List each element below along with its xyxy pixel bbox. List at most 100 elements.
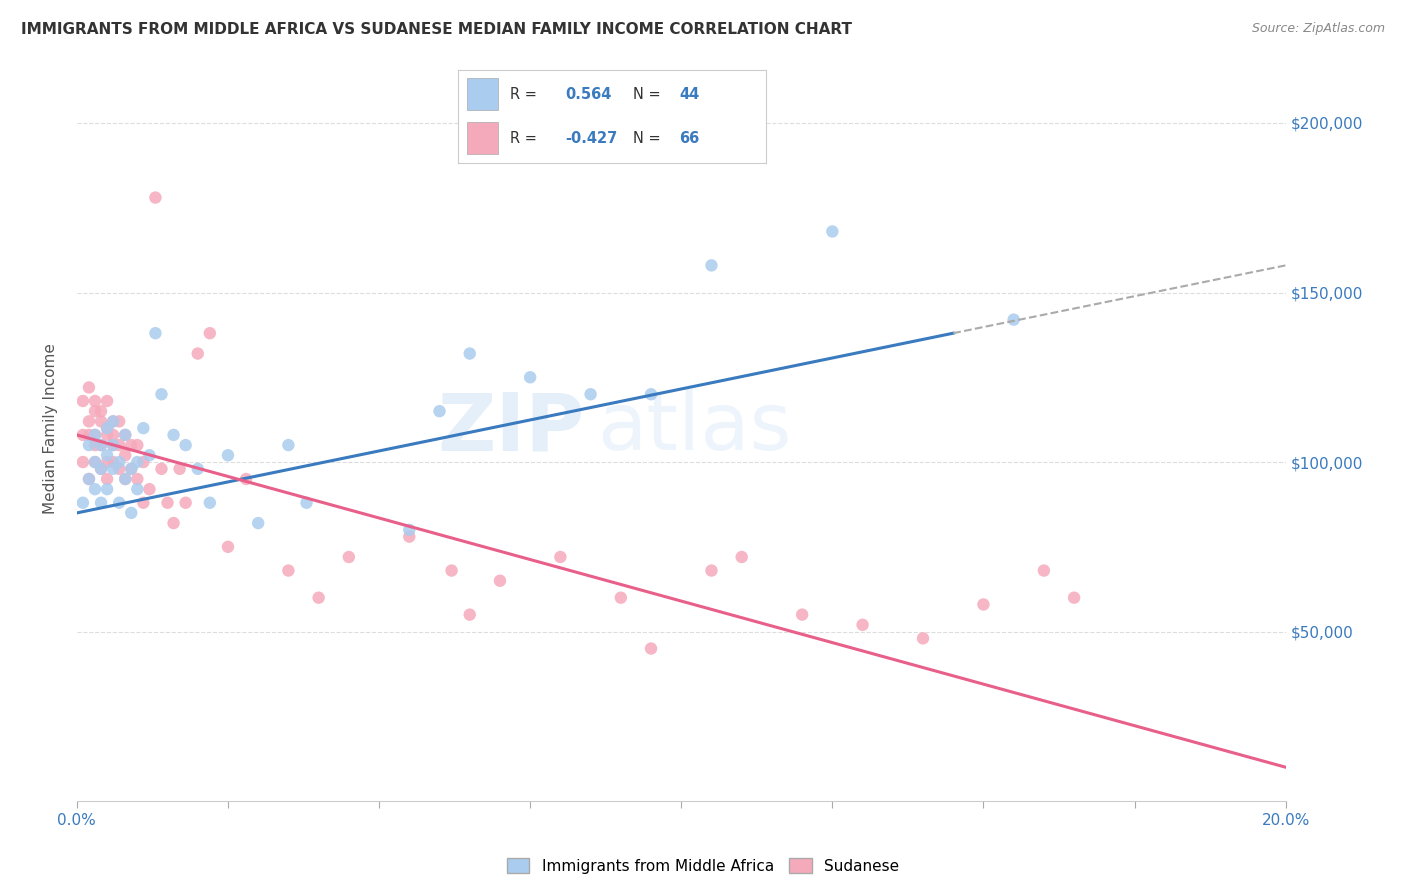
Point — [84, 455, 107, 469]
Text: ZIP: ZIP — [437, 389, 585, 467]
Point — [96, 394, 118, 409]
Point — [77, 472, 100, 486]
Point — [187, 346, 209, 360]
Point — [101, 438, 124, 452]
Point — [108, 462, 131, 476]
Point — [458, 607, 481, 622]
Point — [90, 438, 112, 452]
Point — [295, 496, 318, 510]
Text: Source: ZipAtlas.com: Source: ZipAtlas.com — [1251, 22, 1385, 36]
Point — [174, 496, 197, 510]
Point — [145, 190, 167, 204]
Point — [610, 591, 633, 605]
Point — [138, 482, 160, 496]
Point — [84, 455, 107, 469]
Point — [114, 428, 136, 442]
Point — [77, 380, 100, 394]
Point — [150, 387, 173, 401]
Point — [101, 462, 124, 476]
Point — [108, 414, 131, 428]
Point — [84, 482, 107, 496]
Point — [198, 326, 221, 341]
Point — [792, 607, 814, 622]
Point — [247, 516, 270, 530]
Point — [96, 482, 118, 496]
Point — [489, 574, 512, 588]
Point — [84, 404, 107, 418]
Point — [132, 421, 155, 435]
Point — [700, 259, 723, 273]
Point — [114, 472, 136, 486]
Point — [90, 462, 112, 476]
Point — [138, 448, 160, 462]
Point — [308, 591, 330, 605]
Point — [114, 428, 136, 442]
Point — [519, 370, 541, 384]
Point — [101, 428, 124, 442]
Point — [458, 346, 481, 360]
Point — [77, 438, 100, 452]
Point — [96, 428, 118, 442]
Point — [96, 448, 118, 462]
Point — [72, 394, 94, 409]
Point — [150, 462, 173, 476]
Point — [101, 455, 124, 469]
Point — [187, 462, 209, 476]
Point — [72, 496, 94, 510]
Point — [972, 598, 994, 612]
Point — [731, 549, 754, 564]
Point — [277, 438, 299, 452]
Point — [72, 428, 94, 442]
Point — [77, 428, 100, 442]
Point — [235, 472, 257, 486]
Point — [550, 549, 572, 564]
Point — [96, 472, 118, 486]
Point — [640, 641, 662, 656]
Point — [101, 438, 124, 452]
Point — [217, 448, 239, 462]
Point — [429, 404, 451, 418]
Point — [72, 455, 94, 469]
Point — [101, 414, 124, 428]
Point — [700, 564, 723, 578]
Text: atlas: atlas — [596, 389, 792, 467]
Point — [114, 448, 136, 462]
Point — [440, 564, 463, 578]
Point — [1063, 591, 1085, 605]
Point — [108, 438, 131, 452]
Point — [337, 549, 360, 564]
Point — [277, 564, 299, 578]
Point — [398, 523, 420, 537]
Point — [84, 428, 107, 442]
Point — [132, 455, 155, 469]
Point — [821, 224, 844, 238]
Point — [120, 462, 142, 476]
Point — [108, 455, 131, 469]
Point — [120, 438, 142, 452]
Point — [217, 540, 239, 554]
Point — [84, 438, 107, 452]
Point — [851, 617, 873, 632]
Point — [114, 472, 136, 486]
Point — [911, 632, 934, 646]
Point — [174, 438, 197, 452]
Point — [90, 404, 112, 418]
Point — [96, 421, 118, 435]
Text: IMMIGRANTS FROM MIDDLE AFRICA VS SUDANESE MEDIAN FAMILY INCOME CORRELATION CHART: IMMIGRANTS FROM MIDDLE AFRICA VS SUDANES… — [21, 22, 852, 37]
Point — [127, 438, 149, 452]
Legend: Immigrants from Middle Africa, Sudanese: Immigrants from Middle Africa, Sudanese — [501, 852, 905, 880]
Point — [156, 496, 179, 510]
Point — [127, 455, 149, 469]
Point — [127, 482, 149, 496]
Point — [162, 428, 184, 442]
Point — [77, 414, 100, 428]
Point — [1002, 312, 1025, 326]
Point — [96, 455, 118, 469]
Point — [120, 506, 142, 520]
Point — [108, 496, 131, 510]
Point — [120, 462, 142, 476]
Point — [77, 472, 100, 486]
Point — [132, 496, 155, 510]
Point — [101, 414, 124, 428]
Y-axis label: Median Family Income: Median Family Income — [44, 343, 58, 514]
